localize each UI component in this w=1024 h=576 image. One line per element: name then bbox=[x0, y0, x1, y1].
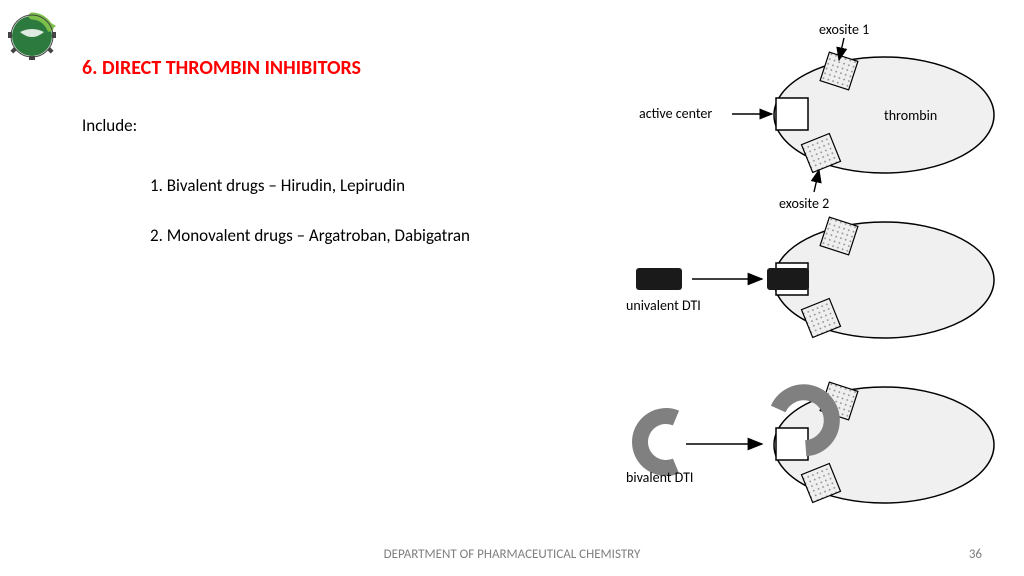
label-bivalent: bivalent DTI bbox=[626, 469, 693, 486]
footer-text: DEPARTMENT OF PHARMACEUTICAL CHEMISTRY bbox=[0, 547, 1024, 562]
page-number: 36 bbox=[969, 547, 982, 562]
panel-thrombin: exosite 1 active center thrombin exosite… bbox=[639, 21, 994, 212]
thrombin-diagram: exosite 1 active center thrombin exosite… bbox=[584, 20, 1004, 530]
label-active-center: active center bbox=[639, 105, 712, 122]
panel-univalent: univalent DTI bbox=[626, 217, 994, 338]
label-exosite1: exosite 1 bbox=[819, 21, 869, 38]
panel-bivalent: bivalent DTI bbox=[626, 381, 994, 503]
section-title: 6. DIRECT THROMBIN INHIBITORS bbox=[82, 56, 361, 80]
label-exosite2: exosite 2 bbox=[779, 195, 829, 212]
list-item: 2. Monovalent drugs – Argatroban, Dabiga… bbox=[150, 225, 470, 246]
include-label: Include: bbox=[82, 115, 137, 136]
label-thrombin: thrombin bbox=[884, 107, 937, 124]
list-item: 1. Bivalent drugs – Hirudin, Lepirudin bbox=[150, 175, 405, 196]
label-univalent: univalent DTI bbox=[626, 297, 701, 314]
logo bbox=[2, 2, 62, 62]
